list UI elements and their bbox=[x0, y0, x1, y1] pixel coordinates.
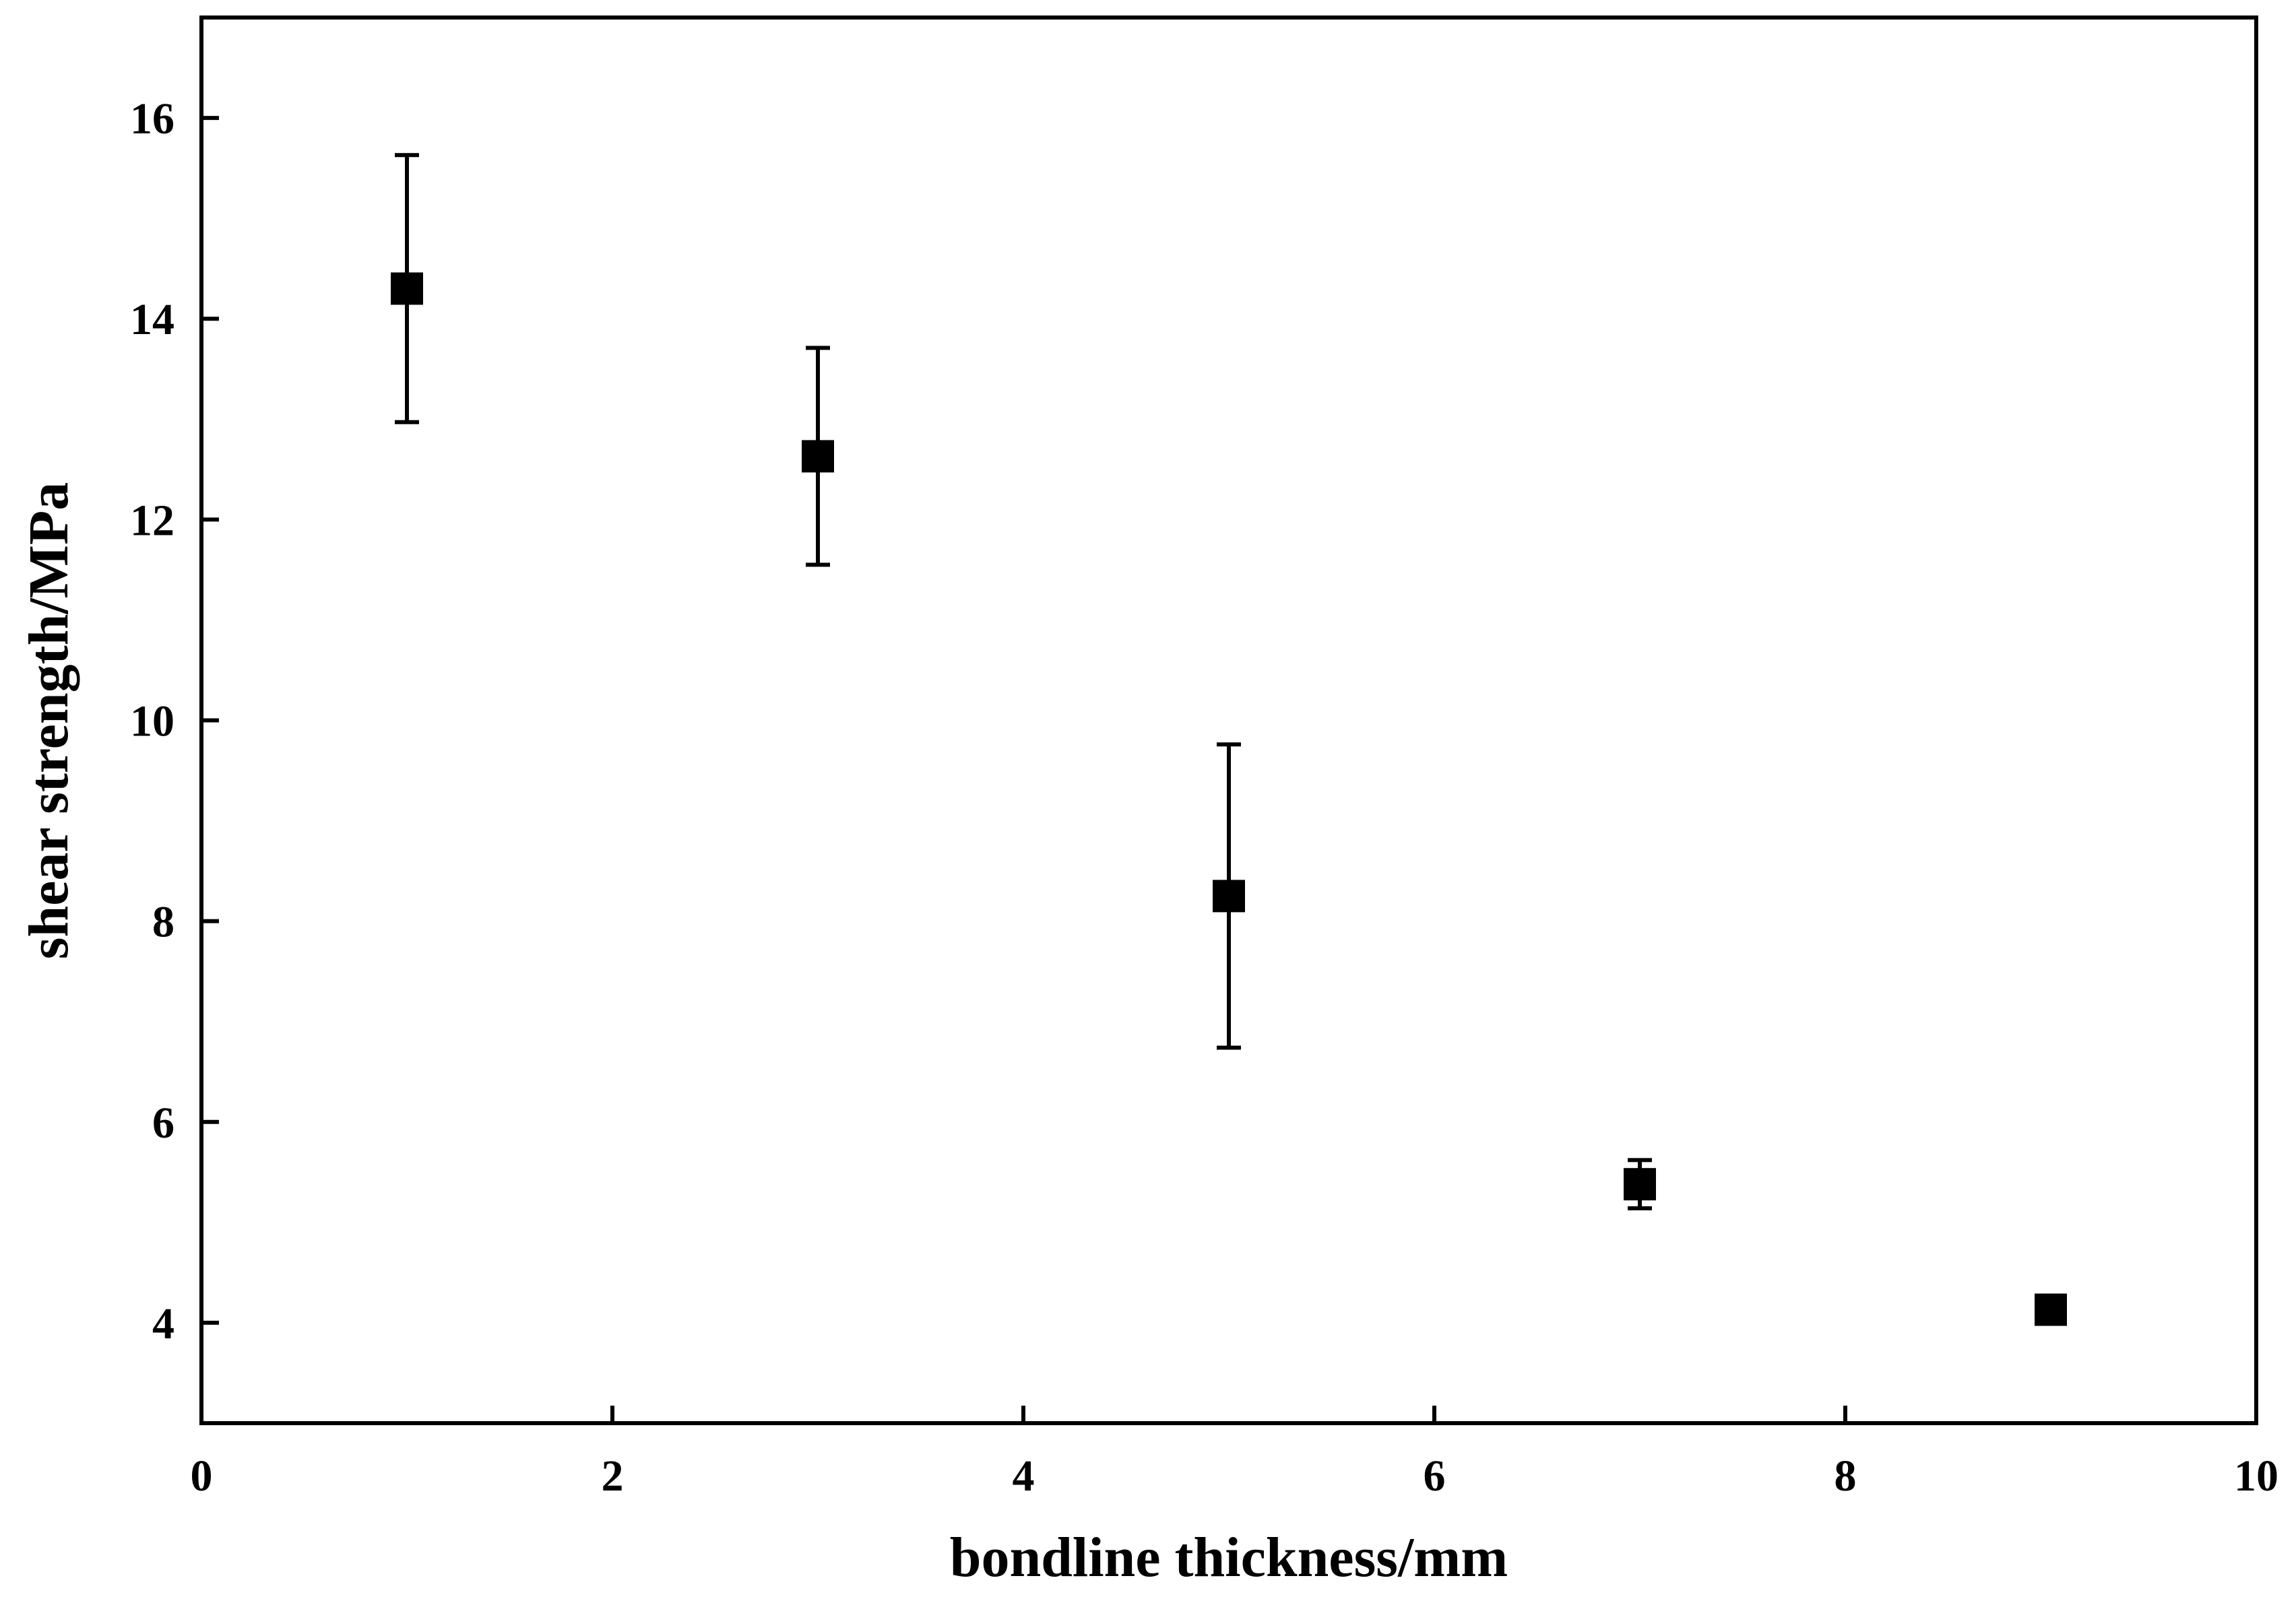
marker bbox=[1624, 1168, 1656, 1201]
y-tick-label: 10 bbox=[130, 697, 174, 746]
x-tick-label: 4 bbox=[1013, 1451, 1035, 1501]
marker bbox=[391, 272, 423, 305]
y-tick-label: 8 bbox=[152, 898, 174, 947]
y-tick-label: 12 bbox=[130, 496, 174, 545]
marker bbox=[1213, 880, 1245, 913]
x-tick-label: 6 bbox=[1424, 1451, 1446, 1501]
plot-frame bbox=[199, 15, 2258, 1425]
marker bbox=[802, 440, 834, 473]
y-tick-label: 16 bbox=[130, 94, 174, 143]
x-tick-label: 8 bbox=[1835, 1451, 1857, 1501]
y-tick-label: 14 bbox=[130, 295, 174, 344]
y-tick-label: 6 bbox=[152, 1099, 174, 1148]
x-tick-label: 0 bbox=[191, 1451, 213, 1501]
y-axis-title: shear strength/MPa bbox=[18, 482, 80, 960]
x-tick-label: 10 bbox=[2234, 1451, 2278, 1501]
x-tick-label: 2 bbox=[602, 1451, 624, 1501]
x-axis-title: bondline thickness/mm bbox=[950, 1526, 1508, 1589]
marker bbox=[2035, 1293, 2067, 1326]
y-tick-label: 4 bbox=[152, 1299, 174, 1348]
